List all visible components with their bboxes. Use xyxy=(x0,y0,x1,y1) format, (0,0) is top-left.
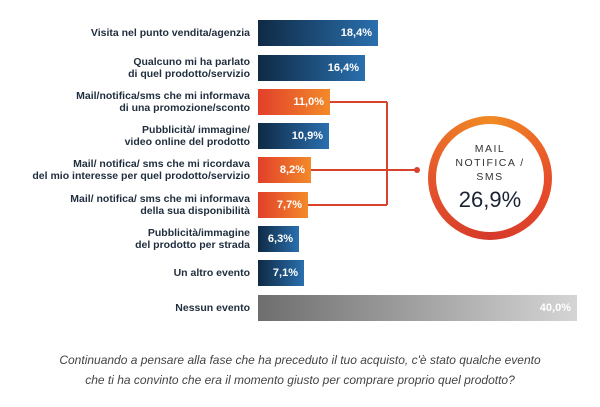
bar: 16,4% xyxy=(258,55,365,81)
category-label: Visita nel punto vendita/agenzia xyxy=(90,27,250,39)
category-label: Nessun evento xyxy=(175,302,250,314)
bar: 10,9% xyxy=(258,123,329,149)
category-label: Qualcuno mi ha parlato di quel prodotto/… xyxy=(128,56,250,80)
value-label: 10,9% xyxy=(291,130,323,142)
value-label: 16,4% xyxy=(327,62,359,74)
bar: 18,4% xyxy=(258,20,378,46)
category-label: Mail/ notifica/ sms che mi ricordava del… xyxy=(32,158,250,182)
value-label: 18,4% xyxy=(340,27,372,39)
value-label: 7,7% xyxy=(276,199,302,211)
value-label: 11,0% xyxy=(293,96,324,108)
bar: 40,0% xyxy=(258,295,577,321)
bar: 7,1% xyxy=(258,260,304,286)
value-label: 40,0% xyxy=(539,302,571,314)
mail-summary-circle: MAIL NOTIFICA / SMS 26,9% xyxy=(428,116,552,240)
summary-value: 26,9% xyxy=(458,187,522,212)
bar: 6,3% xyxy=(258,226,299,252)
category-label: Pubblicità/ immagine/ video online del p… xyxy=(124,124,250,148)
value-label: 8,2% xyxy=(279,164,305,176)
category-label: Pubblicità/immagine del prodotto per str… xyxy=(135,227,250,251)
category-label: Mail/notifica/sms che mi informava di un… xyxy=(76,90,250,114)
bar: 7,7% xyxy=(258,192,308,218)
category-label: Un altro evento xyxy=(173,267,250,279)
bar: 11,0% xyxy=(258,89,330,115)
summary-title: MAIL NOTIFICA / SMS xyxy=(455,143,525,183)
question-caption: Continuando a pensare alla fase che ha p… xyxy=(59,353,541,387)
value-label: 6,3% xyxy=(267,233,293,245)
category-label: Mail/ notifica/ sms che mi informava del… xyxy=(70,193,250,217)
value-label: 7,1% xyxy=(272,267,298,279)
bar: 8,2% xyxy=(258,157,311,183)
connector-dot xyxy=(414,167,420,173)
